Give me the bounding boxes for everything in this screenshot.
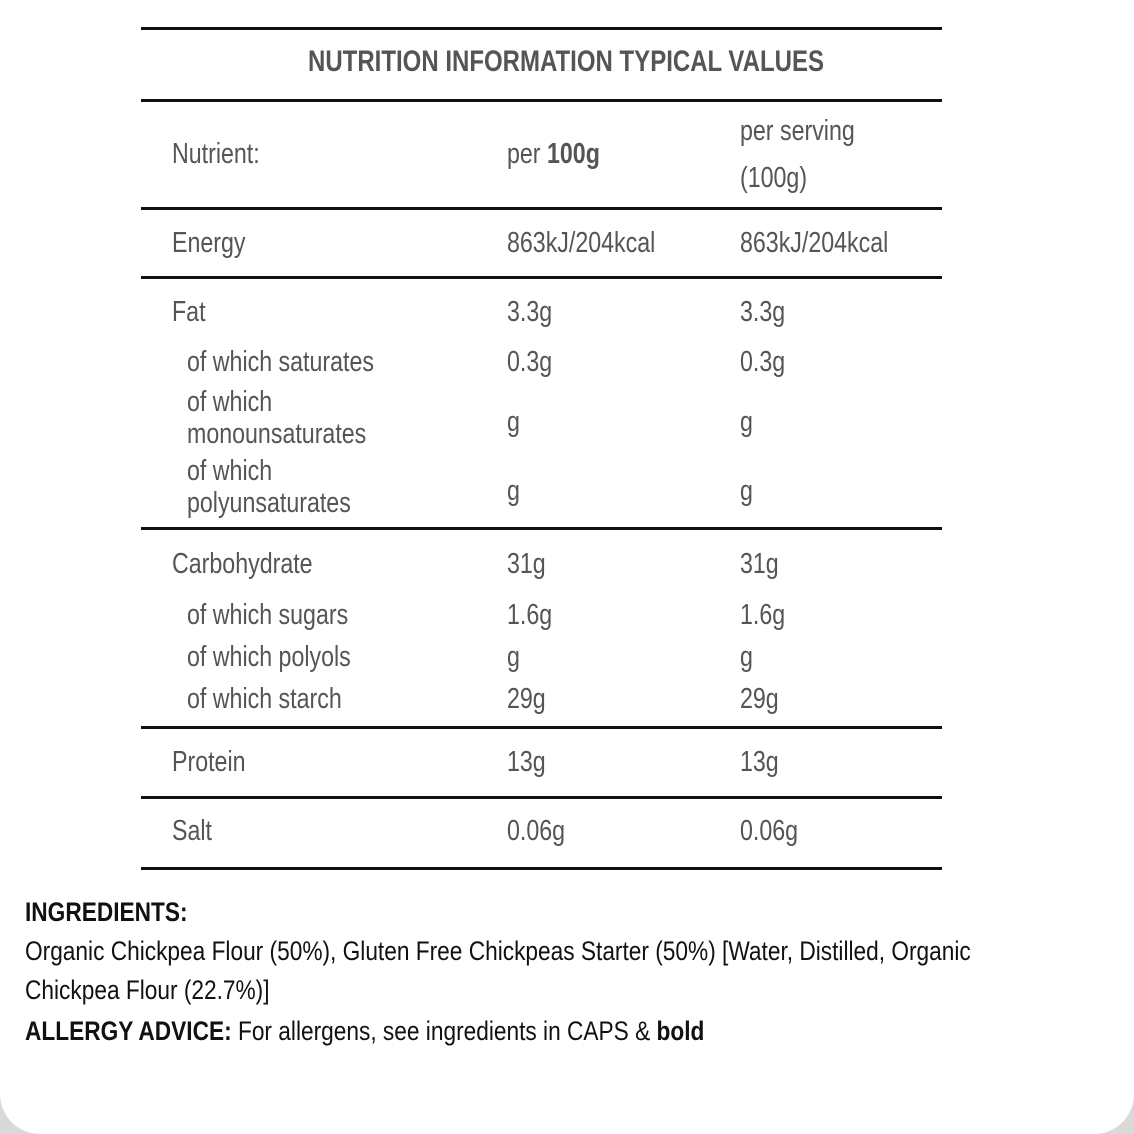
row-serving: 29g (740, 683, 779, 715)
row-per100: g (507, 406, 520, 438)
divider (141, 867, 942, 870)
allergy-bold-word: bold (656, 1016, 705, 1046)
row-label: Salt (172, 815, 212, 847)
header-serving-line1: per serving (740, 115, 855, 147)
row-label: Energy (172, 227, 246, 259)
divider (141, 527, 942, 530)
row-per100: 1.6g (507, 599, 553, 631)
row-serving: 863kJ/204kcal (740, 227, 889, 259)
row-label: of which polyols (187, 641, 351, 673)
ingredients-line1: Organic Chickpea Flour (50%), Gluten Fre… (25, 936, 971, 966)
row-per100: 863kJ/204kcal (507, 227, 656, 259)
header-nutrient: Nutrient: (172, 138, 260, 170)
row-label: Fat (172, 296, 206, 328)
row-label: polyunsaturates (187, 487, 351, 519)
row-label: of which sugars (187, 599, 349, 631)
divider (141, 27, 942, 30)
row-label: monounsaturates (187, 418, 367, 450)
row-serving: 3.3g (740, 296, 786, 328)
row-serving: g (740, 475, 753, 507)
allergy-text: For allergens, see ingredients in CAPS & (231, 1016, 657, 1046)
row-per100: g (507, 475, 520, 507)
per100-prefix: per (507, 138, 547, 170)
row-serving: 0.06g (740, 815, 799, 847)
row-per100: 0.3g (507, 346, 553, 378)
header-per100: per 100g (507, 138, 600, 170)
row-per100: 29g (507, 683, 546, 715)
per100-bold: 100g (546, 138, 600, 170)
ingredients-heading: INGREDIENTS: (25, 897, 188, 927)
divider (141, 276, 942, 279)
allergy-advice: ALLERGY ADVICE: For allergens, see ingre… (25, 1016, 704, 1046)
divider (141, 99, 942, 102)
ingredients-line2: Chickpea Flour (22.7%)] (25, 975, 270, 1005)
divider (141, 207, 942, 210)
divider (141, 726, 942, 729)
row-serving: 31g (740, 548, 779, 580)
divider (141, 796, 942, 799)
row-per100: 13g (507, 746, 546, 778)
row-label: of which saturates (187, 346, 374, 378)
row-per100: 31g (507, 548, 546, 580)
row-serving: 13g (740, 746, 779, 778)
allergy-label: ALLERGY ADVICE: (25, 1016, 232, 1046)
row-label: Carbohydrate (172, 548, 313, 580)
header-serving-line2: (100g) (740, 162, 808, 194)
row-per100: 0.06g (507, 815, 566, 847)
row-serving: 0.3g (740, 346, 786, 378)
row-serving: g (740, 641, 753, 673)
row-label: Protein (172, 746, 246, 778)
row-label: of which (187, 386, 273, 418)
row-serving: 1.6g (740, 599, 786, 631)
row-label: of which (187, 455, 273, 487)
row-per100: 3.3g (507, 296, 553, 328)
row-label: of which starch (187, 683, 342, 715)
row-per100: g (507, 641, 520, 673)
row-serving: g (740, 406, 753, 438)
table-title: NUTRITION INFORMATION TYPICAL VALUES (308, 45, 824, 78)
